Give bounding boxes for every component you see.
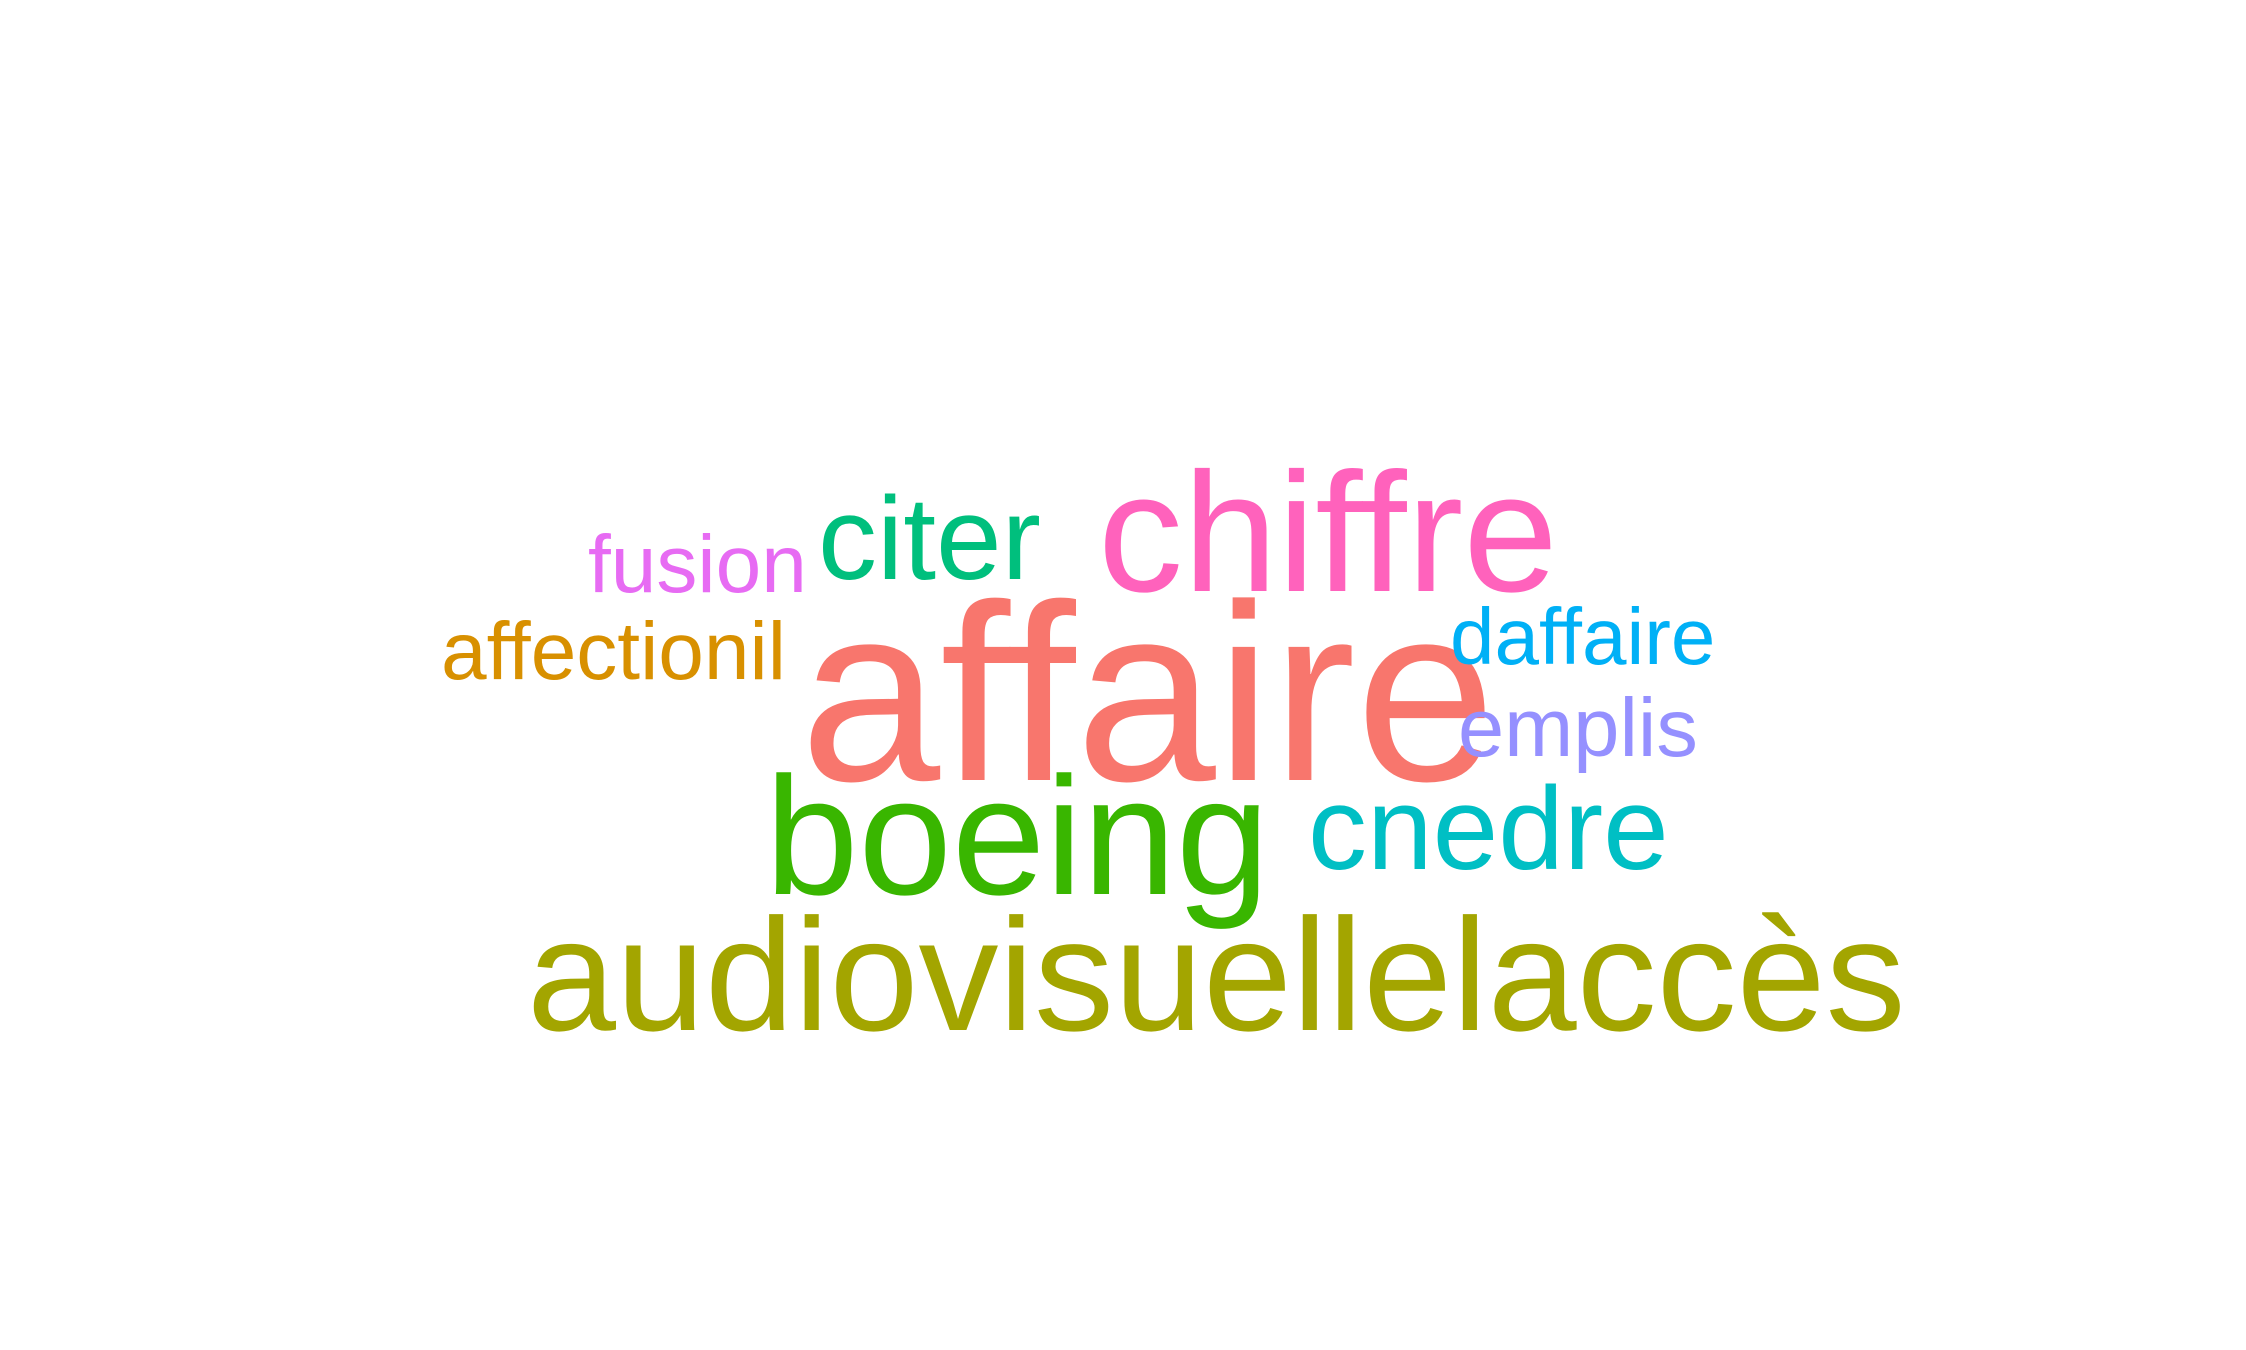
word-audiovisuellelacces: audiovisuellelaccès xyxy=(527,885,1906,1064)
word-daffaire: daffaire xyxy=(1450,592,1716,681)
word-citer: citer xyxy=(818,473,1041,605)
word-emplis: emplis xyxy=(1458,681,1698,774)
word-cnedre: cnedre xyxy=(1308,763,1669,895)
word-fusion: fusion xyxy=(588,519,807,610)
word-affaire: affaire xyxy=(800,553,1496,834)
word-boeing: boeing xyxy=(765,742,1270,930)
word-affectionil: affectionil xyxy=(441,606,786,697)
word-chiffre: chiffre xyxy=(1098,438,1558,628)
